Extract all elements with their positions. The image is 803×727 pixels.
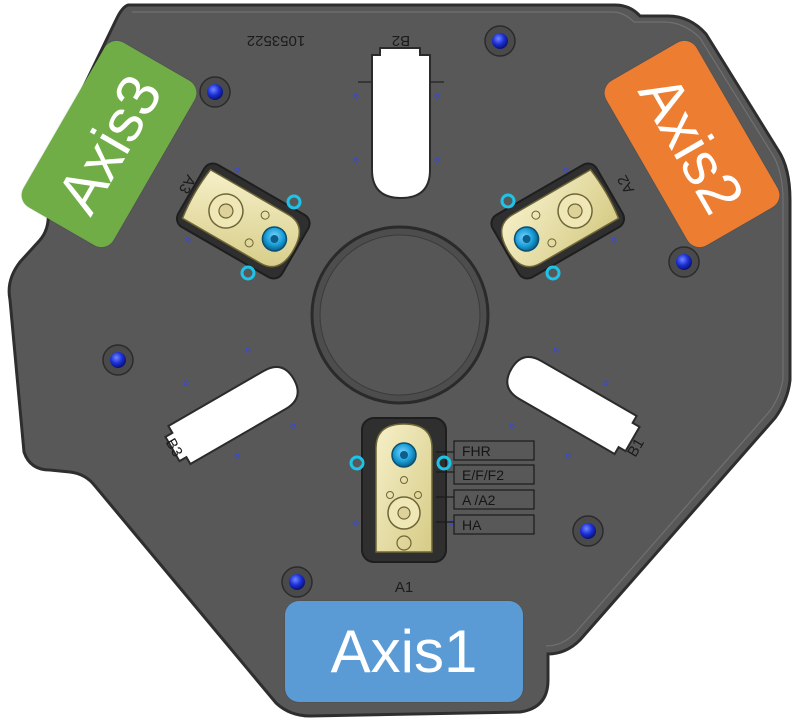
engraving-b1: B1 [624, 436, 648, 460]
setting-tags: FHR E/F/F2 A /A2 HA [453, 440, 535, 535]
dowel-pin [668, 246, 700, 278]
dowel-pin [102, 344, 134, 376]
dowel-pins [102, 25, 700, 598]
setting-tag-fhr: FHR [462, 443, 491, 459]
setting-tag-aa2: A /A2 [462, 492, 496, 508]
center-recess-inner [319, 234, 481, 396]
dowel-pin [572, 515, 604, 547]
dowel-pin [199, 76, 231, 108]
station-a1-clamp [361, 417, 447, 563]
engraving-a2: A2 [614, 172, 638, 196]
engraving-a1: A1 [395, 579, 413, 596]
axis1-label: Axis1 [285, 601, 523, 702]
plate-inner-edge [132, 11, 784, 647]
engraving-part-number: 1053522 [247, 32, 305, 49]
dowel-pin [484, 25, 516, 57]
slot-b3 [164, 365, 299, 466]
slot-b2 [358, 47, 444, 200]
engraving-a3: A3 [175, 172, 199, 196]
station-a3-clamp [175, 162, 311, 280]
dowel-pin [281, 566, 313, 598]
setting-tag-ha: HA [462, 517, 482, 533]
setting-tag-eff2: E/F/F2 [462, 467, 504, 483]
slot-b1 [506, 355, 641, 456]
engraving-b2: B2 [392, 32, 410, 49]
setting-tag-leaders [436, 451, 454, 523]
engraving-b3: B3 [162, 436, 186, 460]
station-a2-clamp [490, 162, 626, 280]
locator-holes [183, 93, 617, 526]
